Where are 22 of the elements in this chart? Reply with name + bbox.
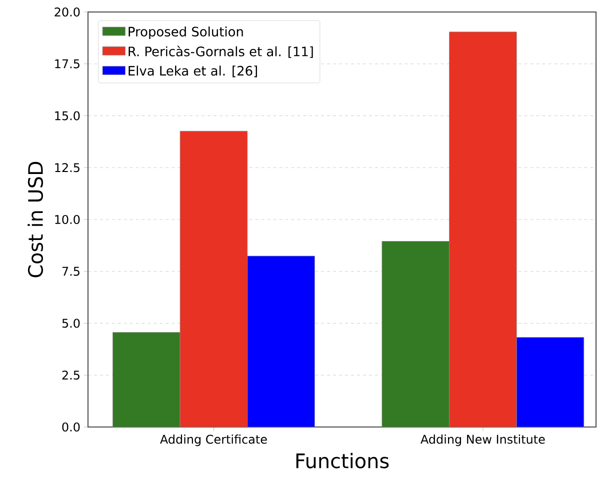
y-tick-label: 7.5 — [62, 266, 80, 276]
bar — [449, 32, 517, 427]
y-tick-label: 2.5 — [62, 370, 80, 380]
bar — [112, 332, 180, 427]
legend-label: Proposed Solution — [128, 26, 243, 40]
y-tick-label: 5.0 — [62, 318, 80, 328]
x-axis-title: Functions — [296, 452, 389, 468]
legend-label: Elva Leka et al. [26] — [128, 66, 257, 78]
y-axis-title: Cost in USD — [28, 162, 44, 278]
bar — [247, 256, 315, 427]
bar — [382, 241, 450, 427]
y-tick-label: 15.0 — [55, 111, 80, 120]
x-tick-label: Adding New Institute — [420, 434, 545, 446]
y-tick-label: 12.5 — [55, 163, 80, 172]
y-tick-label: 17.5 — [55, 59, 80, 68]
y-tick-label: 20.0 — [54, 7, 80, 17]
y-tick-label: 0.0 — [62, 422, 80, 432]
bar — [516, 337, 584, 427]
bar — [180, 130, 248, 427]
y-tick-label: 10.0 — [55, 214, 80, 224]
legend-label: R. Pericàs-Gornals et al. [11] — [128, 46, 313, 58]
x-tick-label: Adding Certificate — [160, 434, 267, 446]
